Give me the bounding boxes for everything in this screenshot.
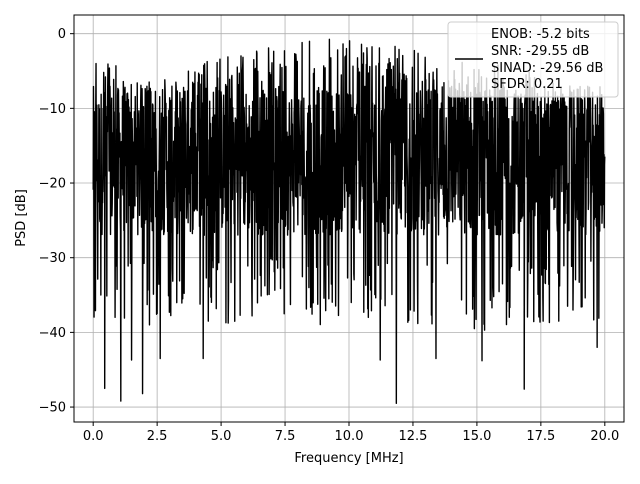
y-tick-label: −40	[39, 326, 66, 341]
legend-line-sfdr: SFDR: 0.21	[491, 77, 563, 92]
y-tick-label: −20	[39, 177, 66, 192]
legend: ENOB: -5.2 bits SNR: -29.55 dB SINAD: -2…	[447, 21, 619, 98]
y-axis-label: PSD [dB]	[14, 189, 29, 247]
legend-box	[447, 21, 619, 98]
y-tick-label: −30	[39, 251, 66, 266]
legend-line-sinad: SINAD: -29.56 dB	[491, 61, 603, 76]
x-tick-label: 0.0	[83, 429, 104, 444]
x-tick-label: 20.0	[590, 429, 619, 444]
psd-series-line	[92, 38, 606, 405]
x-tick-label: 2.5	[147, 429, 168, 444]
x-tick-label: 17.5	[526, 429, 555, 444]
x-tick-label: 7.5	[275, 429, 296, 444]
y-tick-label: 0	[58, 27, 66, 42]
x-tick-label: 12.5	[398, 429, 427, 444]
x-axis-label: Frequency [MHz]	[294, 451, 403, 466]
x-tick-label: 10.0	[335, 429, 364, 444]
y-tick-label: −50	[39, 401, 66, 416]
x-tick-label: 5.0	[211, 429, 232, 444]
x-tick-label: 15.0	[462, 429, 491, 444]
legend-line-snr: SNR: -29.55 dB	[491, 44, 589, 59]
y-tick-label: −10	[39, 102, 66, 117]
legend-line-enob: ENOB: -5.2 bits	[491, 27, 590, 42]
